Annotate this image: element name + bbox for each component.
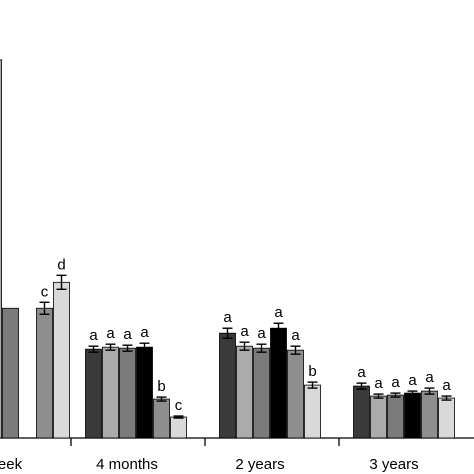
bar — [387, 394, 404, 439]
significance-label: a — [89, 327, 98, 344]
bar — [270, 327, 287, 439]
significance-label: b — [308, 363, 316, 380]
significance-label: b — [157, 378, 165, 395]
x-tick-label: 4 months — [96, 456, 158, 473]
significance-label: c — [41, 283, 49, 300]
bar — [421, 390, 438, 439]
significance-label: a — [374, 375, 383, 392]
significance-label: a — [123, 326, 132, 343]
bar — [119, 347, 136, 439]
bar — [0, 59, 2, 439]
significance-label: a — [425, 369, 434, 386]
significance-label: a — [223, 309, 232, 326]
significance-label: a — [140, 324, 149, 341]
bar — [236, 345, 253, 439]
significance-label: c — [175, 397, 183, 414]
bar — [153, 398, 170, 439]
significance-label: a — [357, 364, 366, 381]
bar — [287, 349, 304, 439]
bar — [304, 384, 321, 439]
bar — [2, 307, 19, 439]
significance-label: a — [274, 304, 283, 321]
significance-label: a — [240, 323, 249, 340]
significance-label: d — [57, 256, 65, 273]
bar — [219, 332, 236, 439]
x-tick-label: eek — [0, 456, 23, 473]
bar — [102, 346, 119, 439]
bar — [36, 307, 53, 439]
bar — [85, 348, 102, 439]
x-tick-label: 2 years — [235, 456, 284, 473]
bar — [353, 385, 370, 439]
bar — [53, 281, 70, 439]
significance-label: a — [408, 372, 417, 389]
significance-label: a — [257, 325, 266, 342]
bar — [136, 346, 153, 439]
significance-label: a — [106, 325, 115, 342]
x-tick-label: 3 years — [369, 456, 418, 473]
bar — [370, 395, 387, 439]
bar — [170, 416, 187, 439]
significance-label: a — [442, 377, 451, 394]
bar — [438, 397, 455, 439]
significance-label: a — [391, 374, 400, 391]
significance-label: a — [291, 327, 300, 344]
bar — [253, 347, 270, 439]
bar — [404, 392, 421, 439]
